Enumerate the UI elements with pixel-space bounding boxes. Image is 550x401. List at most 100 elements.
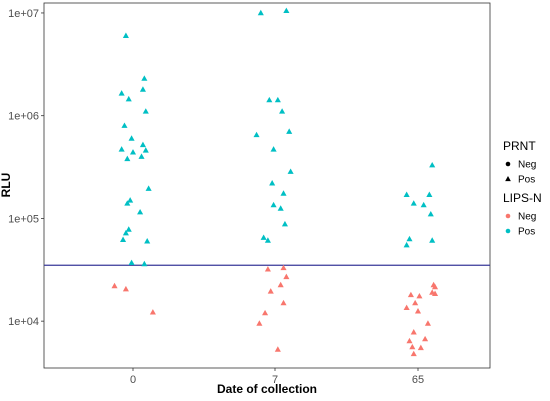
- y-axis: 1e+04 1e+05 1e+06 1e+07: [8, 8, 44, 328]
- data-point: [122, 32, 129, 38]
- data-point: [124, 200, 131, 206]
- data-point: [420, 201, 427, 208]
- data-point: [122, 285, 129, 292]
- data-point: [145, 185, 152, 191]
- data-point: [410, 200, 417, 206]
- legend-key: [505, 176, 511, 182]
- data-point: [137, 208, 144, 215]
- data-point: [144, 238, 151, 244]
- data-point: [142, 108, 149, 114]
- data-point: [403, 191, 410, 197]
- data-point: [416, 292, 423, 299]
- data-point: [141, 75, 148, 81]
- data-point: [432, 290, 439, 296]
- y-tick-label: 1e+04: [8, 316, 39, 328]
- x-tick-label: 65: [412, 374, 424, 386]
- data-point: [270, 146, 277, 152]
- y-tick-label: 1e+06: [8, 111, 39, 123]
- x-tick-label: 7: [272, 374, 278, 386]
- data-point: [149, 309, 156, 315]
- data-point: [118, 146, 125, 152]
- points-layer: [111, 7, 439, 357]
- data-point: [274, 346, 281, 352]
- data-point: [125, 226, 132, 232]
- data-point: [128, 259, 135, 266]
- y-tick-label: 1e+07: [8, 8, 39, 20]
- data-point: [120, 236, 127, 242]
- data-point: [142, 147, 149, 153]
- legend-label: Neg: [518, 212, 536, 223]
- data-point: [410, 350, 417, 357]
- data-point: [283, 273, 290, 280]
- data-point: [267, 288, 274, 294]
- data-point: [280, 264, 287, 271]
- data-point: [262, 309, 269, 316]
- data-point: [412, 299, 419, 306]
- data-point: [111, 282, 118, 289]
- data-point: [286, 128, 293, 134]
- data-point: [121, 122, 128, 128]
- data-point: [260, 234, 267, 240]
- x-axis-title: Date of collection: [217, 382, 317, 396]
- data-point: [253, 131, 260, 138]
- legend-key: [505, 213, 511, 219]
- data-point: [403, 241, 410, 248]
- data-point: [409, 343, 416, 350]
- data-point: [139, 86, 146, 92]
- legend-title: LIPS-N: [503, 191, 542, 205]
- legend-label: Neg: [518, 160, 536, 171]
- data-point: [277, 281, 284, 288]
- legend-label: Pos: [518, 227, 535, 238]
- data-point: [410, 329, 417, 335]
- data-point: [277, 205, 284, 211]
- data-point: [280, 190, 287, 196]
- data-point: [429, 161, 436, 168]
- data-point: [403, 304, 410, 311]
- data-point: [407, 291, 414, 298]
- data-point: [422, 335, 429, 342]
- data-point: [125, 95, 132, 102]
- data-point: [270, 201, 277, 208]
- data-point: [129, 149, 137, 155]
- data-point: [122, 229, 129, 236]
- data-point: [138, 153, 145, 159]
- y-axis-title: RLU: [0, 173, 13, 198]
- data-point: [424, 320, 431, 326]
- legend: PRNT Neg Pos LIPS-N Neg Pos: [503, 139, 542, 238]
- data-point: [269, 180, 276, 186]
- y-tick-label: 1e+05: [8, 213, 39, 225]
- data-point: [127, 197, 134, 203]
- data-point: [279, 108, 286, 114]
- plot-panel: [43, 2, 491, 369]
- data-point: [264, 237, 271, 243]
- legend-key: [505, 161, 511, 167]
- data-point: [417, 344, 424, 351]
- data-point: [280, 299, 287, 306]
- legend-title: PRNT: [503, 139, 536, 153]
- data-point: [264, 266, 271, 272]
- data-point: [427, 210, 434, 217]
- data-point: [139, 141, 146, 148]
- data-point: [281, 220, 288, 227]
- data-point: [429, 237, 436, 243]
- x-tick-label: 0: [130, 374, 136, 386]
- x-axis: 0 7 65: [130, 368, 424, 386]
- data-point: [274, 96, 281, 103]
- data-point: [283, 7, 290, 14]
- data-point: [124, 155, 131, 162]
- data-point: [257, 9, 264, 16]
- legend-label: Pos: [518, 175, 535, 186]
- data-point: [406, 337, 413, 344]
- data-point: [432, 283, 439, 290]
- data-point: [287, 168, 294, 174]
- data-point: [141, 260, 148, 267]
- data-point: [256, 320, 263, 326]
- data-point: [414, 308, 422, 314]
- legend-key: [505, 228, 511, 234]
- data-point: [266, 96, 273, 103]
- data-point: [406, 235, 413, 242]
- data-point: [128, 135, 135, 141]
- data-point: [118, 90, 125, 96]
- data-point: [426, 191, 433, 197]
